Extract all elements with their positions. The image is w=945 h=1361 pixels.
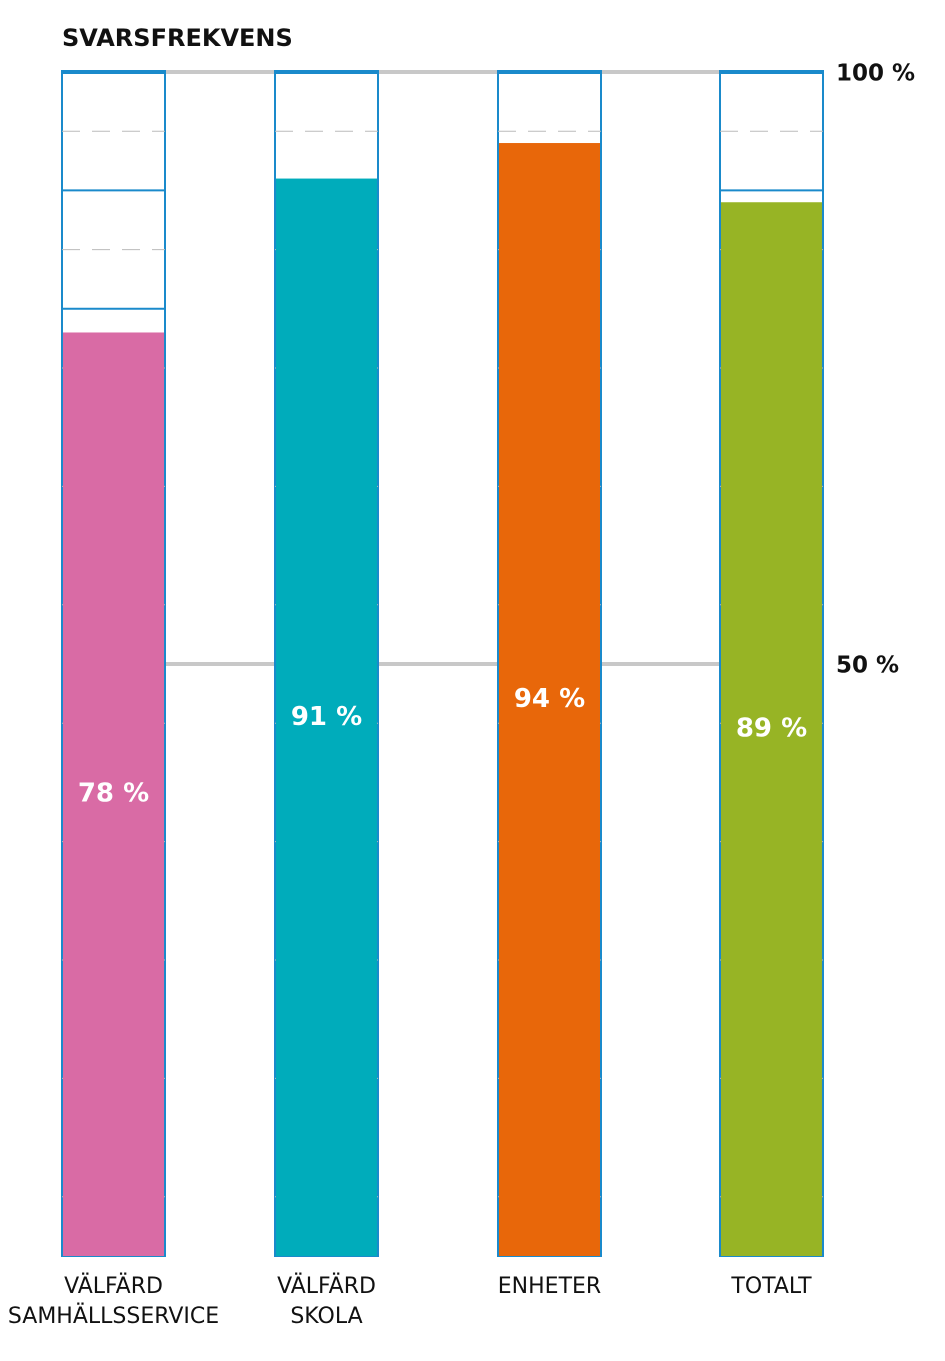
y-tick-label: 50 %	[836, 653, 899, 679]
category-text: ENHETER	[497, 1274, 602, 1299]
category-text: TOTALT	[731, 1274, 812, 1299]
value-label: 78 %	[78, 779, 149, 809]
value-label: 91 %	[291, 702, 362, 732]
value-label: 94 %	[514, 684, 585, 714]
x-tick-label: TOTALT	[652, 1272, 892, 1302]
category-text: VÄLFÄRD SKOLA	[277, 1274, 376, 1329]
x-tick-label: VÄLFÄRD SKOLA	[207, 1272, 447, 1332]
y-tick-label: 100 %	[836, 61, 915, 87]
x-tick-label: VÄLFÄRD SAMHÄLLSSERVICE	[0, 1272, 234, 1332]
category-text: VÄLFÄRD SAMHÄLLSSERVICE	[7, 1274, 220, 1329]
bar	[63, 332, 164, 1257]
x-tick-label: ENHETER	[430, 1272, 670, 1302]
value-label: 89 %	[736, 714, 807, 744]
bar	[499, 143, 600, 1256]
bar	[276, 178, 377, 1256]
bar	[721, 202, 822, 1257]
chart-title: SVARSFREKVENS	[62, 24, 293, 52]
